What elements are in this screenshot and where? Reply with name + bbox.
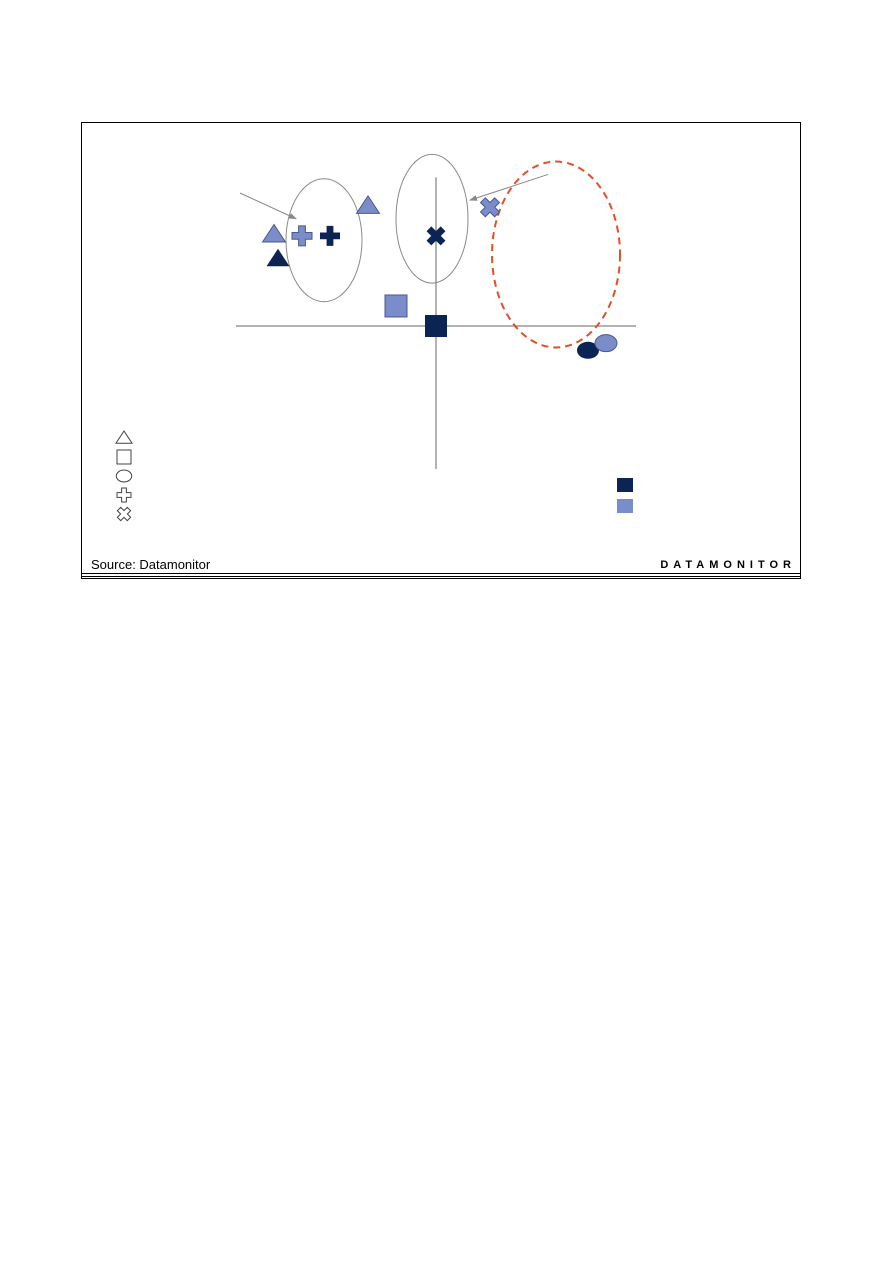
data-point-dark-circle-10 xyxy=(577,341,599,359)
data-point-dark-triangle-2 xyxy=(266,248,290,267)
legend-swatch-dark xyxy=(617,478,633,492)
legend-swatch-light xyxy=(617,499,633,513)
legend-shape-cross xyxy=(116,506,132,522)
legend-shape-circle xyxy=(115,469,133,483)
legend-shape-triangle xyxy=(115,430,133,444)
annotation-arrow-2 xyxy=(469,173,549,201)
legend-shape-plus xyxy=(116,487,132,503)
data-point-light-circle-11 xyxy=(594,334,618,353)
data-point-light-cross-7 xyxy=(479,197,501,218)
figure-frame: Source: Datamonitor DATAMONITOR xyxy=(81,122,801,579)
data-point-light-triangle-3 xyxy=(355,194,381,214)
highlight-circle-1 xyxy=(285,178,363,303)
data-point-light-plus-4 xyxy=(291,225,313,247)
chart-plot xyxy=(115,153,636,522)
annotation-arrow-1 xyxy=(239,192,297,220)
source-note: Source: Datamonitor xyxy=(91,557,211,572)
data-point-dark-square-9 xyxy=(425,315,447,337)
data-point-dark-cross-6 xyxy=(426,226,446,246)
footer-divider xyxy=(82,573,800,574)
footer-divider-double xyxy=(82,576,800,577)
data-point-light-triangle-1 xyxy=(261,223,287,243)
data-point-dark-plus-5 xyxy=(320,225,340,246)
highlight-circle-2 xyxy=(395,153,469,284)
brand-logo: DATAMONITOR xyxy=(660,559,796,571)
highlight-circle-3 xyxy=(491,160,621,349)
legend-shape-square xyxy=(116,449,132,465)
data-point-light-square-8 xyxy=(384,294,408,318)
